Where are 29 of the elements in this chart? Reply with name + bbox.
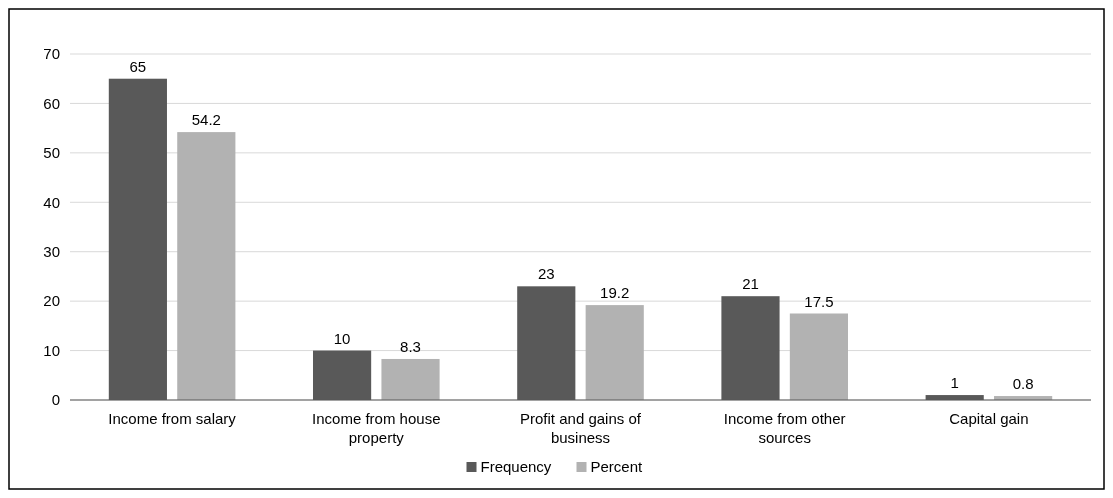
data-label: 21 [742,275,759,293]
y-tick-label: 60 [43,94,60,112]
bar [177,132,236,400]
x-tick-label: Capital gain [949,410,1029,427]
bar [381,358,440,400]
x-tick-label: Profit and gains of business [520,410,642,446]
y-tick-label: 30 [43,242,60,260]
x-tick-label: Income from other sources [723,410,846,446]
x-tick-label: Income from salary [108,410,237,427]
data-label: 23 [537,265,555,283]
y-tick-label: 40 [43,193,60,211]
data-label: 54.2 [191,111,221,129]
data-label: 19.2 [600,284,630,302]
bar [585,305,644,400]
data-label: 1 [950,374,959,392]
bar [789,313,848,400]
data-label: 17.5 [804,292,834,310]
y-tick-label: 50 [43,144,60,162]
legend-label: Frequency [480,458,552,475]
y-tick-label: 20 [43,292,60,310]
data-label: 8.3 [400,337,421,355]
data-label: 0.8 [1012,375,1034,393]
x-tick-label: Income from house property [312,410,441,446]
data-label: 10 [333,329,351,347]
legend-label: Percent [590,458,644,475]
data-label: 65 [129,57,147,75]
y-tick-label: 0 [51,391,60,409]
y-tick-label: 10 [43,341,60,359]
y-tick-label: 70 [43,45,60,63]
